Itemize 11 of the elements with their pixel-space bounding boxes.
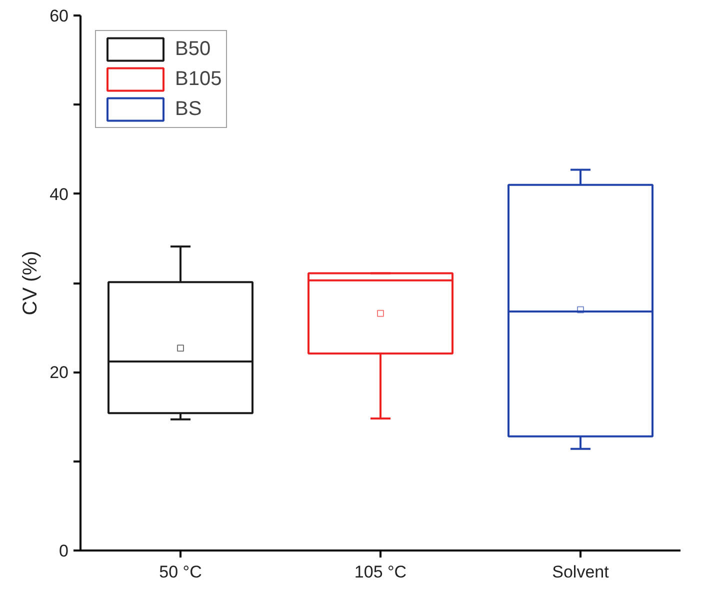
y-tick-label: 40 xyxy=(50,184,69,204)
y-tick-label: 0 xyxy=(59,542,69,560)
x-tick-label: Solvent xyxy=(552,562,610,582)
x-tick-label: 50 °C xyxy=(159,562,202,582)
legend-label: B50 xyxy=(175,38,211,60)
y-tick-label: 60 xyxy=(50,6,69,26)
legend-label: BS xyxy=(175,98,202,120)
x-tick-label: 105 °C xyxy=(354,562,407,582)
legend-label: B105 xyxy=(175,68,222,90)
y-axis-title: CV (%) xyxy=(20,250,42,316)
y-tick-label: 20 xyxy=(50,363,69,382)
